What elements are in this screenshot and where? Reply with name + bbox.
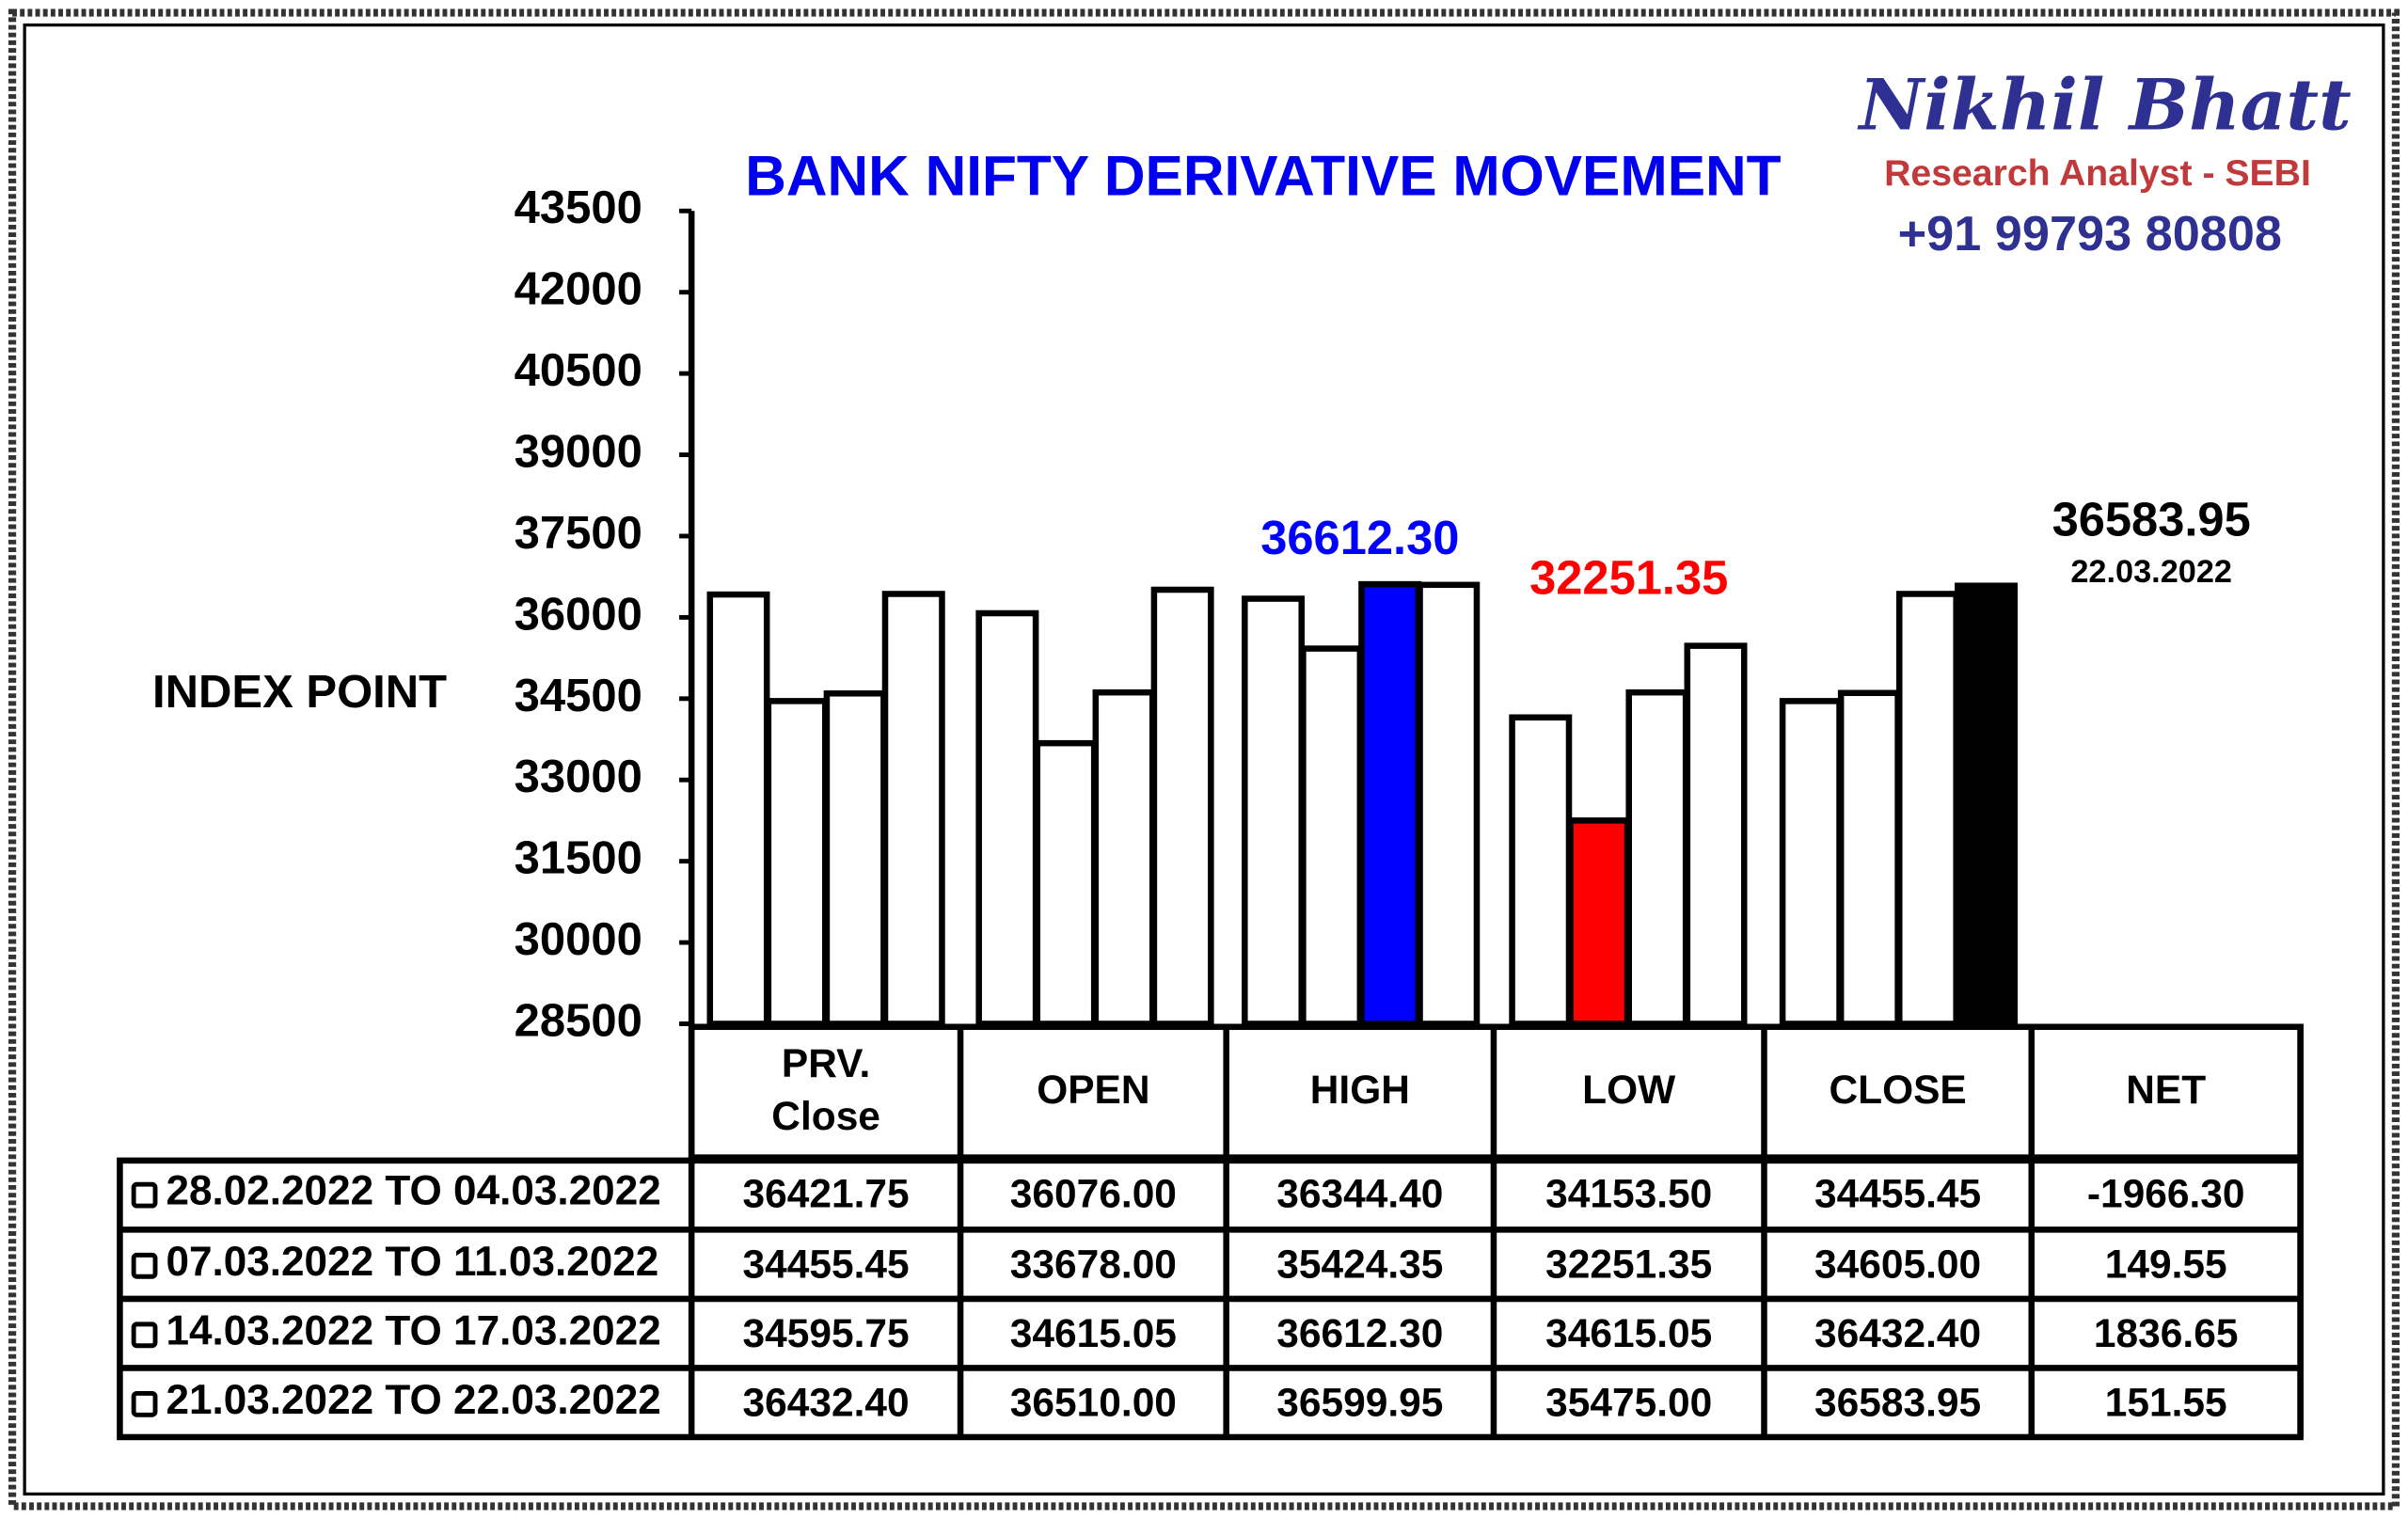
bar: [1509, 714, 1573, 1027]
table-cell: 36583.95: [1814, 1381, 1981, 1425]
bar: [1895, 591, 1959, 1027]
table-cell: 34153.50: [1545, 1172, 1712, 1216]
table-cell: 35475.00: [1545, 1381, 1712, 1425]
bar: [881, 591, 945, 1027]
bar: [1242, 595, 1306, 1027]
bar: [1417, 581, 1481, 1027]
bar: [1779, 698, 1843, 1027]
net-header: NET: [2126, 1068, 2206, 1112]
table-cell: 32251.35: [1545, 1242, 1712, 1287]
outer-frame: [8, 8, 2400, 1511]
y-tick-label: 39000: [515, 426, 642, 477]
y-tick-label: 31500: [515, 833, 642, 884]
bar: [975, 609, 1039, 1027]
y-tick-label: 40500: [515, 345, 642, 396]
bar: [1092, 688, 1156, 1027]
bar: [1034, 739, 1098, 1027]
net-cell: -1966.30: [2087, 1172, 2245, 1216]
legend-swatch: [131, 1252, 158, 1279]
bar: [1300, 645, 1364, 1027]
table-cell: 36344.40: [1276, 1172, 1443, 1216]
chart-title: BANK NIFTY DERIVATIVE MOVEMENT: [745, 144, 1781, 208]
bar: [706, 591, 770, 1027]
table-cell: 36612.30: [1276, 1311, 1443, 1355]
bar: [1837, 689, 1901, 1027]
brand-name: Nikhil Bhatt: [1858, 63, 2352, 147]
table-cell: 36076.00: [1010, 1172, 1177, 1216]
legend-swatch: [131, 1390, 158, 1417]
y-axis-label: INDEX POINT: [152, 667, 447, 718]
annotation: 32251.35: [1529, 550, 1728, 604]
bar: [1150, 586, 1214, 1027]
x-tick-label: OPEN: [1037, 1068, 1149, 1112]
x-tick-label: PRV. Close: [771, 1041, 880, 1138]
annotation: 36583.95: [2052, 492, 2251, 546]
bar: [1358, 580, 1422, 1027]
table-cell: 34455.45: [743, 1242, 910, 1287]
bar: [1684, 642, 1748, 1027]
y-tick-label: 28500: [515, 995, 642, 1046]
legend-label: 21.03.2022 TO 22.03.2022: [166, 1377, 660, 1423]
y-tick-label: 42000: [515, 264, 642, 315]
y-tick-label: 33000: [515, 752, 642, 802]
y-tick-label: 34500: [515, 671, 642, 721]
table-cell: 34605.00: [1814, 1242, 1981, 1287]
table-cell: 34615.05: [1010, 1311, 1177, 1355]
legend-label: 07.03.2022 TO 11.03.2022: [166, 1239, 658, 1285]
inner-frame: [23, 23, 2385, 1496]
legend-swatch: [131, 1181, 158, 1209]
brand-role: Research Analyst - SEBI: [1884, 153, 2311, 194]
bar: [823, 690, 887, 1027]
y-tick-label: 30000: [515, 914, 642, 965]
annotation: 36612.30: [1260, 511, 1459, 564]
table-cell: 34595.75: [743, 1311, 910, 1355]
table-cell: 34615.05: [1545, 1311, 1712, 1355]
net-cell: 1836.65: [2094, 1311, 2239, 1355]
table-cell: 36421.75: [743, 1172, 910, 1216]
legend-label: 28.02.2022 TO 04.03.2022: [166, 1168, 660, 1214]
x-tick-label: LOW: [1582, 1068, 1676, 1112]
bar: [765, 698, 829, 1027]
y-tick-label: 43500: [515, 182, 642, 233]
legend-swatch: [131, 1321, 158, 1349]
annotation: 22.03.2022: [2070, 554, 2232, 590]
table-cell: 33678.00: [1010, 1242, 1177, 1287]
x-tick-label: HIGH: [1310, 1068, 1410, 1112]
table-cell: 35424.35: [1276, 1242, 1443, 1287]
table-cell: 34455.45: [1814, 1172, 1981, 1216]
bar: [1955, 582, 2019, 1027]
x-tick-label: CLOSE: [1829, 1068, 1966, 1112]
table-cell: 36510.00: [1010, 1381, 1177, 1425]
table-cell: 36432.40: [1814, 1311, 1981, 1355]
bar: [1567, 817, 1631, 1027]
brand-phone: +91 99793 80808: [1898, 207, 2282, 261]
table-cell: 36599.95: [1276, 1381, 1443, 1425]
net-cell: 151.55: [2105, 1381, 2227, 1425]
table-cell: 36432.40: [743, 1381, 910, 1425]
net-cell: 149.55: [2105, 1242, 2227, 1287]
y-tick-label: 36000: [515, 589, 642, 640]
y-tick-label: 37500: [515, 508, 642, 559]
bar: [1625, 688, 1689, 1027]
legend-label: 14.03.2022 TO 17.03.2022: [166, 1307, 660, 1353]
